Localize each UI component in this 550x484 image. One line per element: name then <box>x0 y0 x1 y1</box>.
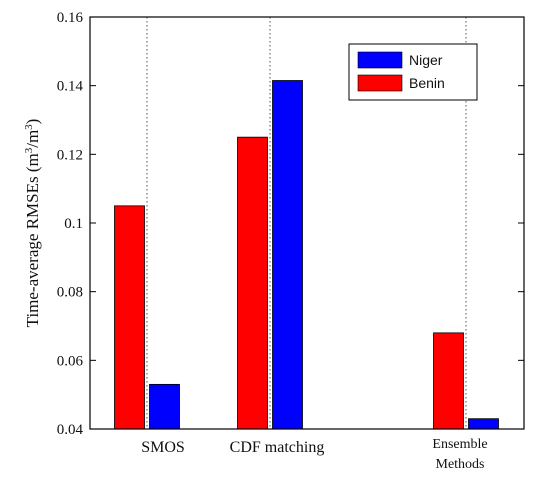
y-axis-label: Time-average RMSEs (m3/m3) <box>23 119 42 328</box>
legend-label-niger: Niger <box>409 52 443 68</box>
bar-niger-1 <box>272 80 303 430</box>
y-tick-label-0: 0.04 <box>57 422 84 438</box>
y-tick-label-3: 0.1 <box>64 216 83 232</box>
y-tick-label-1: 0.06 <box>57 353 84 369</box>
y-axis-label-sup2: 3 <box>23 124 35 130</box>
bar-niger-2 <box>468 418 499 430</box>
legend-label-benin: Benin <box>409 75 445 91</box>
legend-swatch-benin <box>357 74 403 92</box>
x-category-label-2-line-1: Methods <box>436 457 485 472</box>
x-category-label-1: CDF matching <box>230 439 325 456</box>
y-tick-label-4: 0.12 <box>57 147 83 163</box>
bar-benin-1 <box>237 136 268 430</box>
y-axis-label-end: ) <box>23 119 42 125</box>
y-tick-label-2: 0.08 <box>57 285 83 301</box>
y-tick-label-6: 0.16 <box>57 10 84 26</box>
y-axis-label-sup1: 3 <box>23 147 35 153</box>
legend: Niger Benin <box>348 43 478 101</box>
bars <box>114 80 499 430</box>
legend-swatch-niger <box>357 51 403 69</box>
bar-benin-2 <box>433 332 464 430</box>
bar-benin-0 <box>114 205 145 430</box>
x-category-label-0: SMOS <box>141 439 185 456</box>
y-tick-label-5: 0.14 <box>57 79 84 95</box>
x-axis-categories: SMOS CDF matching Ensemble Methods <box>141 437 487 472</box>
y-axis-label-mid: /m <box>23 130 42 148</box>
y-axis-label-main: Time-average RMSEs (m <box>23 153 42 327</box>
y-axis-ticks: 0.04 0.06 0.08 0.1 0.12 0.14 0.16 <box>57 10 524 438</box>
x-category-label-2-line-0: Ensemble <box>432 437 487 452</box>
bar-niger-0 <box>149 383 180 430</box>
